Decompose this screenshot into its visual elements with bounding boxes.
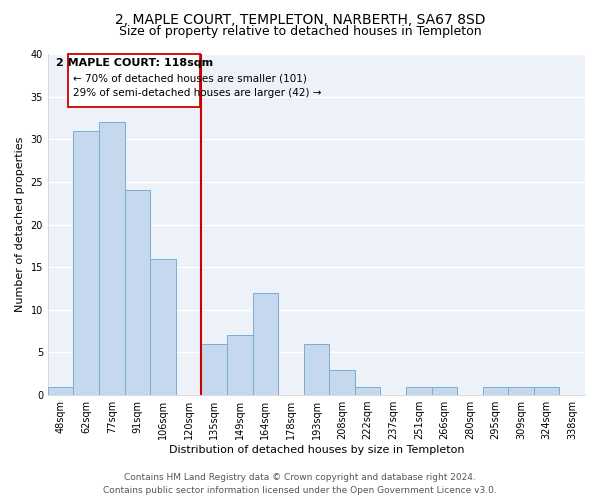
Bar <box>329 370 355 395</box>
Bar <box>508 386 534 395</box>
Text: Contains HM Land Registry data © Crown copyright and database right 2024.
Contai: Contains HM Land Registry data © Crown c… <box>103 474 497 495</box>
Bar <box>48 386 73 395</box>
Text: Size of property relative to detached houses in Templeton: Size of property relative to detached ho… <box>119 25 481 38</box>
Bar <box>99 122 125 395</box>
Bar <box>304 344 329 395</box>
Bar <box>355 386 380 395</box>
Bar <box>482 386 508 395</box>
FancyBboxPatch shape <box>68 54 200 107</box>
Bar <box>253 293 278 395</box>
Bar <box>202 344 227 395</box>
Text: 29% of semi-detached houses are larger (42) →: 29% of semi-detached houses are larger (… <box>73 88 322 98</box>
X-axis label: Distribution of detached houses by size in Templeton: Distribution of detached houses by size … <box>169 445 464 455</box>
Bar <box>227 336 253 395</box>
Bar <box>406 386 431 395</box>
Bar <box>150 258 176 395</box>
Bar <box>431 386 457 395</box>
Text: ← 70% of detached houses are smaller (101): ← 70% of detached houses are smaller (10… <box>73 74 307 84</box>
Y-axis label: Number of detached properties: Number of detached properties <box>15 137 25 312</box>
Bar <box>534 386 559 395</box>
Bar <box>125 190 150 395</box>
Text: 2 MAPLE COURT: 118sqm: 2 MAPLE COURT: 118sqm <box>56 58 213 68</box>
Text: 2, MAPLE COURT, TEMPLETON, NARBERTH, SA67 8SD: 2, MAPLE COURT, TEMPLETON, NARBERTH, SA6… <box>115 12 485 26</box>
Bar <box>73 130 99 395</box>
